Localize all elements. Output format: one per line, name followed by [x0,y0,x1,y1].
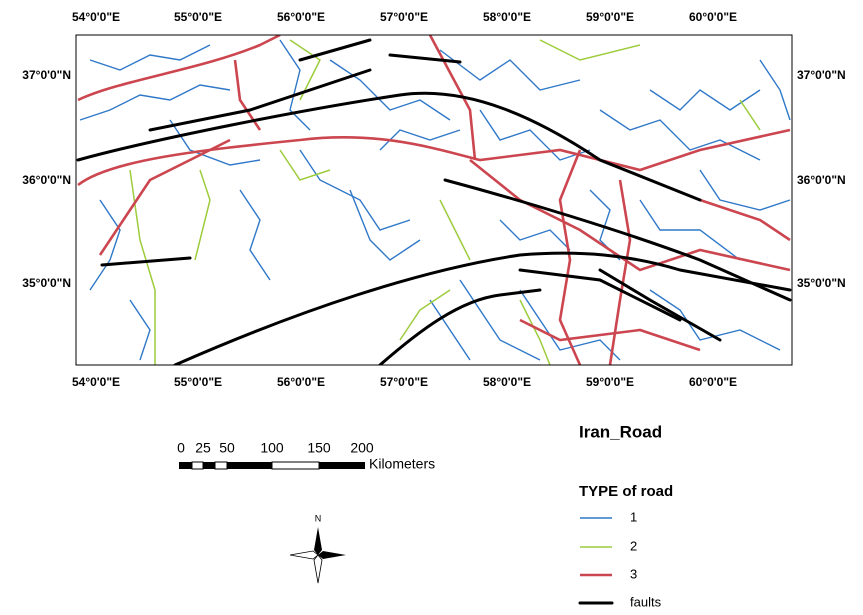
scale-label: 50 [219,440,235,456]
longitude-label: 55°0'0"E [174,10,222,24]
longitude-label: 60°0'0"E [689,10,737,24]
scale-label: 100 [260,440,284,456]
longitude-label: 55°0'0"E [174,375,222,389]
longitude-label: 56°0'0"E [277,375,325,389]
map-page: 54°0'0"E 55°0'0"E 56°0'0"E 57°0'0"E 58°0'0"E… [0,0,863,615]
longitude-label: 56°0'0"E [277,10,325,24]
legend-label: 3 [630,566,637,581]
roads-type-1 [80,40,790,360]
north-label: N [315,513,322,523]
legend-title: Iran_Road [579,422,662,441]
map-frame [76,35,792,365]
legend-label: 2 [630,538,637,553]
longitude-label: 59°0'0"E [586,10,634,24]
legend-label: 1 [630,509,637,524]
scale-label: 25 [195,440,211,456]
latitude-label: 37°0'0"N [797,68,846,82]
longitude-label: 54°0'0"E [72,10,120,24]
latitude-label: 36°0'0"N [22,173,71,187]
longitude-label: 59°0'0"E [586,375,634,389]
latitude-label: 35°0'0"N [797,276,846,290]
north-arrow: N [290,513,346,583]
page: {"map": { "top_labels": ["54°0'0\"E", "5… [0,0,863,615]
scale-unit: Kilometers [369,456,435,472]
longitude-label: 57°0'0"E [380,10,428,24]
longitude-label: 60°0'0"E [689,375,737,389]
longitude-label: 58°0'0"E [483,375,531,389]
longitude-label: 58°0'0"E [483,10,531,24]
longitude-label: 57°0'0"E [380,375,428,389]
scale-bar: 0 25 50 100 150 200 Kilometers [177,440,435,472]
scale-label: 0 [177,440,185,456]
legend: Iran_Road TYPE of road 1 2 3 faults [579,422,673,609]
longitude-label: 54°0'0"E [72,375,120,389]
latitude-label: 37°0'0"N [22,68,71,82]
legend-subtitle: TYPE of road [579,483,673,500]
map-features [78,35,790,365]
latitude-label: 36°0'0"N [797,173,846,187]
scale-label: 200 [350,440,374,456]
latitude-label: 35°0'0"N [22,276,71,290]
legend-label: faults [630,594,662,609]
coordinate-labels: 54°0'0"E 55°0'0"E 56°0'0"E 57°0'0"E 58°0'0"E… [22,10,845,389]
scale-label: 150 [307,440,331,456]
faults [78,40,790,365]
